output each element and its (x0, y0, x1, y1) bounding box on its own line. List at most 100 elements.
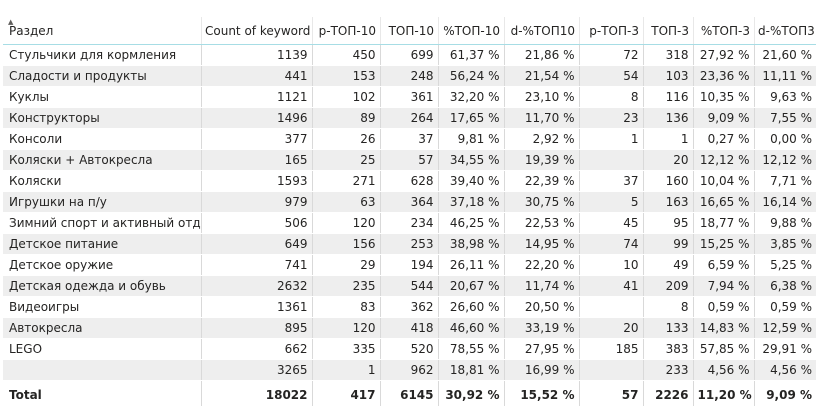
total-cell: 15,52 % (503, 380, 579, 406)
table-cell: 361 (379, 86, 438, 108)
row-section-name: Конструкторы (3, 107, 201, 129)
row-section-name: Автокресла (3, 317, 201, 339)
table-row[interactable]: Игрушки на п/у 979 63 364 37,18 % 30,75 % 5 163… (3, 191, 816, 213)
table-cell: 22,53 % (503, 212, 579, 234)
table-cell: 18,81 % (437, 359, 504, 381)
row-section-name: Детское оружие (3, 254, 201, 276)
table-cell: 21,54 % (503, 65, 579, 87)
column-header-pct-top10[interactable]: %ТОП-10 (438, 17, 504, 45)
table-cell: 23 (578, 107, 643, 129)
table-cell (578, 149, 643, 171)
table-cell: 0,59 % (692, 296, 754, 318)
table-row[interactable]: Сладости и продукты 441 153 248 56,24 % 21,54… (3, 65, 816, 87)
table-cell: 9,88 % (753, 212, 816, 234)
total-cell: 57 (578, 380, 643, 406)
table-cell: 1361 (200, 296, 312, 318)
row-section-name: Детская одежда и обувь (3, 275, 201, 297)
column-header-top3[interactable]: ТОП-3 (643, 17, 693, 45)
column-header-top10[interactable]: ТОП-10 (380, 17, 438, 45)
table-cell: 72 (578, 44, 643, 66)
row-section-name: Консоли (3, 128, 201, 150)
table-row[interactable]: Стульчики для кормления 1139 450 699 61,37 %… (3, 44, 816, 66)
table-row[interactable]: Видеоигры 1361 83 362 26,60 % 20,50 % 8 0,59 % 0… (3, 296, 816, 318)
table-row[interactable]: Куклы 1121 102 361 32,20 % 23,10 % 8 116 10,35 %… (3, 86, 816, 108)
table-row[interactable]: Конструкторы 1496 89 264 17,65 % 11,70 % 23 136… (3, 107, 816, 129)
table-cell: 26,11 % (437, 254, 504, 276)
table-cell: 6,38 % (753, 275, 816, 297)
table-row[interactable]: Коляски 1593 271 628 39,40 % 22,39 % 37 160 10,0… (3, 170, 816, 192)
column-header-d-pct-top10[interactable]: d-%ТОП10 (504, 17, 579, 45)
table-cell: 16,14 % (753, 191, 816, 213)
table-cell: 3265 (200, 359, 312, 381)
table-cell: 14,83 % (692, 317, 754, 339)
table-cell: 21,60 % (753, 44, 816, 66)
table-row[interactable]: Автокресла 895 120 418 46,60 % 33,19 % 20 133 14… (3, 317, 816, 339)
total-cell: 9,09 % (753, 380, 816, 406)
vertical-scrollbar[interactable] (816, 17, 821, 377)
row-section-name: LEGO (3, 338, 201, 360)
table-cell (578, 296, 643, 318)
table-cell: 12,59 % (753, 317, 816, 339)
table-cell: 89 (311, 107, 380, 129)
column-header-d-pct-top3[interactable]: d-%ТОП3 (754, 17, 816, 45)
data-table: ▲ Раздел Count of keyword p-ТОП-10 ТОП-1… (3, 17, 816, 406)
table-cell: 63 (311, 191, 380, 213)
table-cell: 7,55 % (753, 107, 816, 129)
table-row[interactable]: Коляски + Автокресла 165 25 57 34,55 % 19,39 … (3, 149, 816, 171)
table-cell: 0,00 % (753, 128, 816, 150)
table-cell: 26 (311, 128, 380, 150)
table-row[interactable]: 3265 1 962 18,81 % 16,99 % 233 4,56 % 4,56 % (3, 359, 816, 381)
table-cell: 362 (379, 296, 438, 318)
table-cell: 23,10 % (503, 86, 579, 108)
column-header-section[interactable]: ▲ Раздел (3, 17, 201, 45)
table-cell: 11,70 % (503, 107, 579, 129)
table-cell: 95 (642, 212, 693, 234)
table-cell: 383 (642, 338, 693, 360)
table-cell: 335 (311, 338, 380, 360)
table-cell: 49 (642, 254, 693, 276)
table-cell: 1496 (200, 107, 312, 129)
table-row[interactable]: LEGO 662 335 520 78,55 % 27,95 % 185 383 57,85 %… (3, 338, 816, 360)
row-section-name: Видеоигры (3, 296, 201, 318)
table-cell: 8 (642, 296, 693, 318)
table-cell: 20,50 % (503, 296, 579, 318)
table-cell: 19,39 % (503, 149, 579, 171)
table-row[interactable]: Детское питание 649 156 253 38,98 % 14,95 % 74… (3, 233, 816, 255)
table-cell: 38,98 % (437, 233, 504, 255)
table-cell: 20 (642, 149, 693, 171)
table-cell: 21,86 % (503, 44, 579, 66)
table-cell: 209 (642, 275, 693, 297)
table-cell: 962 (379, 359, 438, 381)
table-cell: 12,12 % (692, 149, 754, 171)
table-cell: 26,60 % (437, 296, 504, 318)
column-header-p-top3[interactable]: p-ТОП-3 (579, 17, 643, 45)
row-section-name: Сладости и продукты (3, 65, 201, 87)
table-cell: 163 (642, 191, 693, 213)
table-row[interactable]: Консоли 377 26 37 9,81 % 2,92 % 1 1 0,27 % 0,00 % (3, 128, 816, 150)
row-section-name: Коляски + Автокресла (3, 149, 201, 171)
column-header-count-keyword[interactable]: Count of keyword (201, 17, 312, 45)
table-cell: 544 (379, 275, 438, 297)
table-cell: 17,65 % (437, 107, 504, 129)
table-cell: 34,55 % (437, 149, 504, 171)
table-cell: 15,25 % (692, 233, 754, 255)
table-cell: 153 (311, 65, 380, 87)
table-cell (578, 359, 643, 381)
total-cell: 30,92 % (437, 380, 504, 406)
column-header-p-top10[interactable]: p-ТОП-10 (312, 17, 380, 45)
table-cell: 235 (311, 275, 380, 297)
table-cell: 57 (379, 149, 438, 171)
table-cell: 979 (200, 191, 312, 213)
table-cell: 61,37 % (437, 44, 504, 66)
table-row[interactable]: Детское оружие 741 29 194 26,11 % 22,20 % 10 49… (3, 254, 816, 276)
table-cell: 22,20 % (503, 254, 579, 276)
table-row[interactable]: Зимний спорт и активный отдых 506 120 234 46… (3, 212, 816, 234)
table-cell: 23,36 % (692, 65, 754, 87)
table-cell: 133 (642, 317, 693, 339)
column-header-pct-top3[interactable]: %ТОП-3 (693, 17, 754, 45)
table-cell: 6,59 % (692, 254, 754, 276)
table-cell: 160 (642, 170, 693, 192)
table-cell: 10 (578, 254, 643, 276)
table-cell: 120 (311, 317, 380, 339)
table-row[interactable]: Детская одежда и обувь 2632 235 544 20,67 % 1… (3, 275, 816, 297)
